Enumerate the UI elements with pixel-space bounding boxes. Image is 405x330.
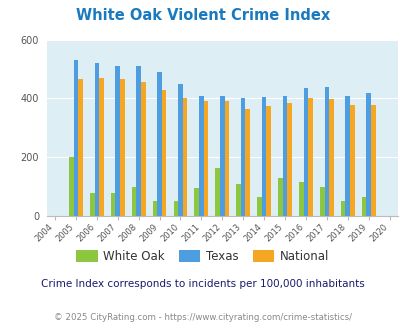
- Bar: [245, 109, 249, 216]
- Bar: [261, 97, 266, 216]
- Bar: [319, 187, 324, 216]
- Bar: [120, 79, 124, 216]
- Bar: [157, 72, 162, 216]
- Text: © 2025 CityRating.com - https://www.cityrating.com/crime-statistics/: © 2025 CityRating.com - https://www.city…: [54, 314, 351, 322]
- Bar: [365, 92, 370, 216]
- Bar: [173, 201, 178, 216]
- Bar: [78, 79, 83, 216]
- Bar: [132, 187, 136, 216]
- Bar: [236, 184, 240, 216]
- Bar: [324, 87, 328, 216]
- Bar: [224, 101, 228, 216]
- Bar: [136, 66, 141, 216]
- Bar: [198, 95, 203, 216]
- Bar: [266, 106, 270, 216]
- Bar: [162, 90, 166, 216]
- Bar: [340, 201, 345, 216]
- Bar: [282, 95, 287, 216]
- Bar: [115, 66, 120, 216]
- Text: Crime Index corresponds to incidents per 100,000 inhabitants: Crime Index corresponds to incidents per…: [41, 279, 364, 289]
- Bar: [90, 193, 94, 216]
- Bar: [277, 178, 282, 216]
- Bar: [182, 98, 187, 216]
- Bar: [152, 201, 157, 216]
- Bar: [328, 99, 333, 216]
- Bar: [349, 105, 354, 216]
- Bar: [240, 98, 245, 216]
- Bar: [256, 197, 261, 216]
- Bar: [203, 101, 208, 216]
- Bar: [73, 60, 78, 216]
- Bar: [345, 96, 349, 216]
- Bar: [141, 82, 145, 216]
- Bar: [69, 157, 73, 216]
- Bar: [220, 95, 224, 216]
- Bar: [215, 168, 220, 216]
- Bar: [307, 98, 312, 216]
- Bar: [111, 193, 115, 216]
- Text: White Oak Violent Crime Index: White Oak Violent Crime Index: [76, 8, 329, 23]
- Bar: [361, 197, 365, 216]
- Bar: [370, 105, 375, 216]
- Bar: [178, 84, 182, 216]
- Bar: [303, 88, 307, 216]
- Legend: White Oak, Texas, National: White Oak, Texas, National: [71, 245, 334, 268]
- Bar: [99, 78, 104, 216]
- Bar: [194, 188, 198, 216]
- Bar: [298, 182, 303, 216]
- Bar: [94, 63, 99, 216]
- Bar: [287, 103, 291, 216]
